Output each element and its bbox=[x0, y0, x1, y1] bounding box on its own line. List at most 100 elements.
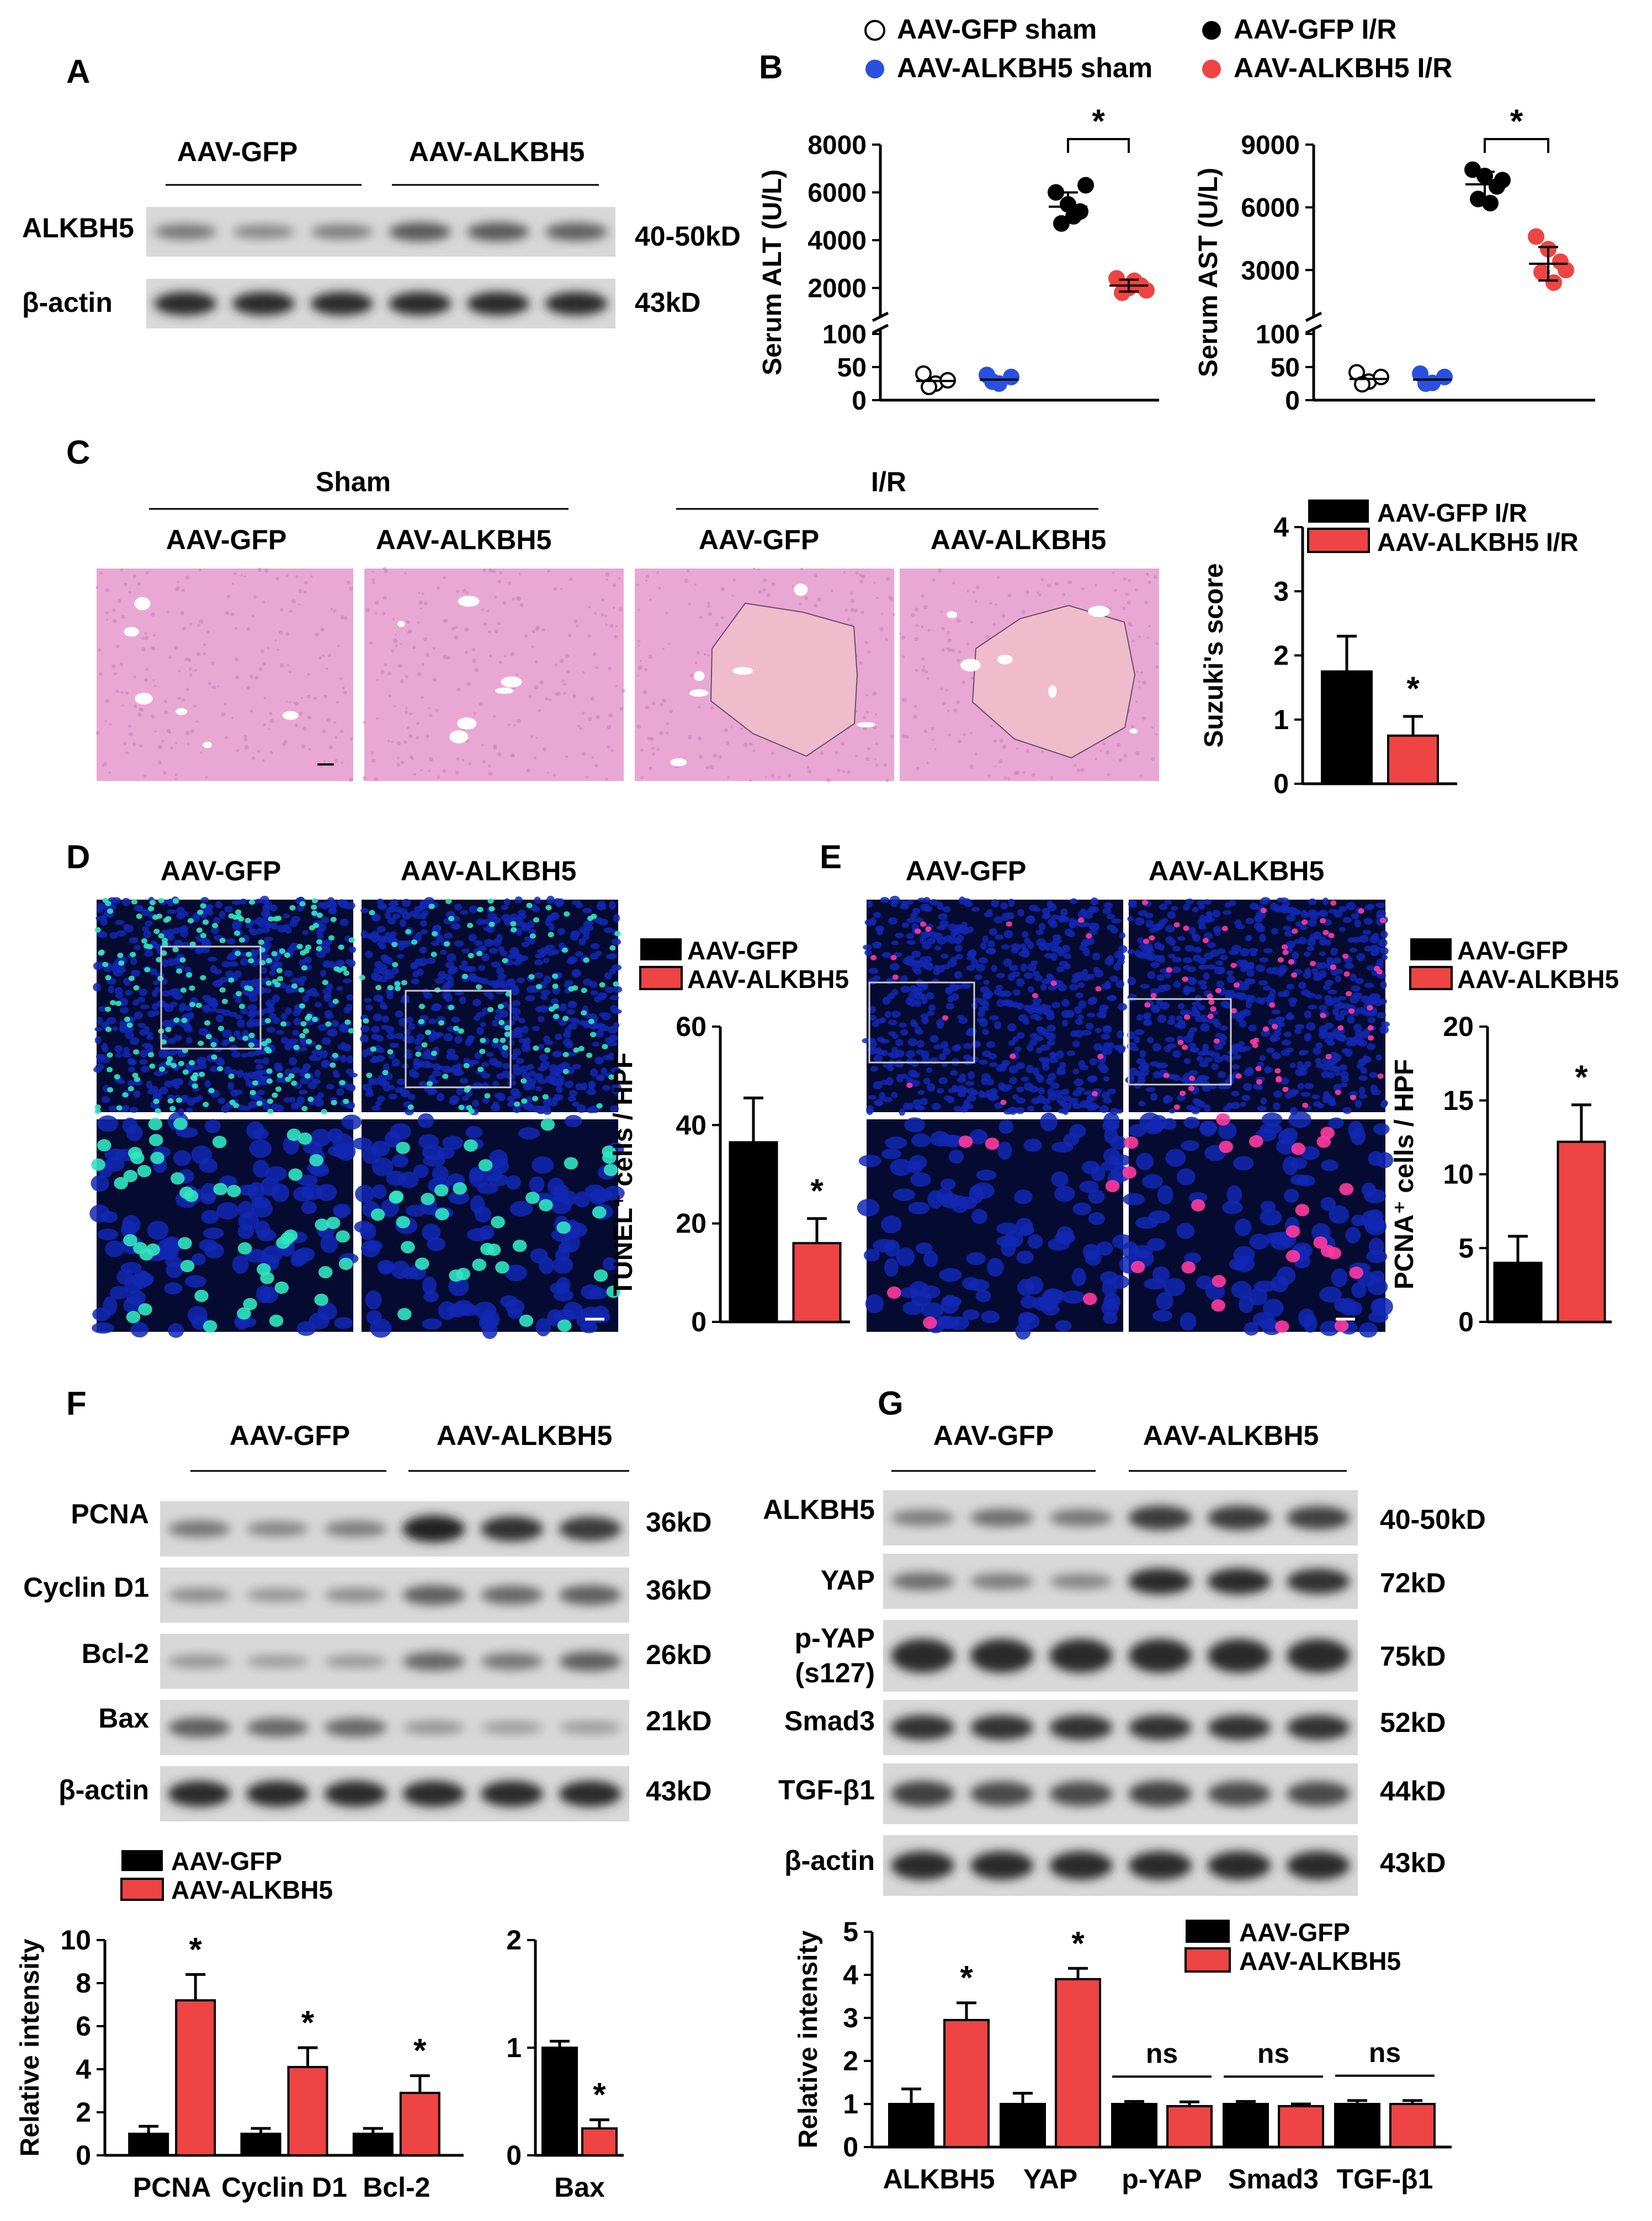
blot-band bbox=[1287, 1639, 1350, 1673]
legend: AAV-GFP AAV-ALKBH5 bbox=[1409, 936, 1619, 993]
svg-text:AAV-GFP: AAV-GFP bbox=[1457, 936, 1568, 965]
svg-text:AAV-ALKBH5: AAV-ALKBH5 bbox=[1457, 965, 1619, 993]
vessel bbox=[124, 626, 139, 637]
blot-band bbox=[168, 1587, 231, 1603]
bar bbox=[1493, 1262, 1543, 1323]
blot-label: (s127) bbox=[795, 1657, 875, 1688]
panel-label-C: C bbox=[66, 434, 90, 471]
zoom-box bbox=[1128, 998, 1232, 1086]
blot-band bbox=[1287, 1715, 1350, 1740]
bar bbox=[888, 2103, 934, 2148]
y-tick-label: 3000 bbox=[1241, 256, 1300, 285]
blot-band bbox=[545, 291, 608, 316]
svg-text:AAV-ALKBH5: AAV-ALKBH5 bbox=[401, 856, 577, 886]
necrotic-area bbox=[710, 602, 858, 757]
blot-strip bbox=[883, 1763, 1358, 1824]
blot-label: β-actin bbox=[59, 1774, 149, 1805]
vessel bbox=[732, 667, 753, 675]
legend-entry: AAV-ALKBH5 I/R bbox=[1234, 52, 1452, 83]
bar bbox=[1334, 2103, 1380, 2148]
svg-text:AAV-ALKBH5: AAV-ALKBH5 bbox=[376, 524, 552, 555]
significance-label: * bbox=[1406, 670, 1420, 707]
data-point bbox=[1373, 369, 1389, 385]
legend-swatch-gfp bbox=[1308, 500, 1369, 523]
blot-band bbox=[154, 291, 217, 316]
bar bbox=[399, 2091, 440, 2156]
blot-band bbox=[1287, 1506, 1350, 1530]
legend: AAV-GFP I/R AAV-ALKBH5 I/R bbox=[1307, 498, 1579, 556]
blot-band bbox=[559, 1721, 622, 1734]
svg-text:AAV-GFP: AAV-GFP bbox=[161, 856, 281, 886]
blot-band bbox=[970, 1573, 1034, 1590]
kd-label: 26kD bbox=[646, 1639, 712, 1670]
bar bbox=[581, 2127, 618, 2156]
svg-text:AAV-GFP: AAV-GFP bbox=[687, 936, 798, 965]
blot-band bbox=[402, 1651, 465, 1671]
legend-swatch-gfp bbox=[1186, 1920, 1230, 1943]
bar bbox=[175, 1999, 216, 2156]
y-tick-label: 4 bbox=[843, 1959, 858, 1990]
legend: AAV-GFP sham AAV-GFP I/R AAV-ALKBH5 sham… bbox=[864, 14, 1452, 83]
svg-text:AAV-ALKBH5: AAV-ALKBH5 bbox=[437, 1420, 613, 1451]
sham-label: Sham bbox=[316, 466, 391, 497]
blot-band bbox=[970, 1508, 1034, 1527]
blot-band bbox=[1207, 1639, 1271, 1673]
significance-label: ns bbox=[1369, 2037, 1401, 2068]
y-axis-label: Serum AST (U/L) bbox=[1194, 168, 1223, 378]
blot-band bbox=[891, 1851, 954, 1880]
legend-swatch-alkbh5 bbox=[120, 1878, 164, 1901]
bar bbox=[1321, 670, 1373, 785]
chart-f-relative-intensity: 0 2 4 6 8 10 Relative intensity * PCNA * Cyclin D1… bbox=[15, 1925, 464, 2203]
blot-strip bbox=[160, 1766, 629, 1821]
legend-swatch-gfp bbox=[121, 1850, 163, 1871]
blot-band bbox=[324, 1521, 387, 1537]
svg-text:AAV-GFP: AAV-GFP bbox=[1239, 1918, 1350, 1947]
bar bbox=[352, 2133, 394, 2156]
vessel bbox=[501, 676, 522, 688]
blot-strip bbox=[160, 1501, 629, 1556]
kd-label: 40-50kD bbox=[1380, 1504, 1486, 1535]
blot-band bbox=[232, 291, 295, 316]
svg-text:AAV-ALKBH5: AAV-ALKBH5 bbox=[1239, 1947, 1401, 1975]
y-tick-label: 2000 bbox=[808, 274, 867, 304]
panel-d: AAV-GFP AAV-ALKBH5 AAV-GFP AAV-ALKBH5 0 2… bbox=[89, 856, 850, 1339]
data-point bbox=[1528, 228, 1544, 245]
vessel bbox=[495, 687, 514, 694]
y-tick-label: 9000 bbox=[1241, 131, 1300, 160]
significance-label: * bbox=[960, 1959, 973, 1996]
legend-marker-open bbox=[864, 20, 885, 41]
panel-g: AAV-GFP AAV-ALKBH5 ALKBH5 YAP p-YAP (s12… bbox=[763, 1420, 1486, 2195]
blot-label: PCNA bbox=[71, 1499, 149, 1529]
y-tick-label: 2 bbox=[76, 2097, 91, 2128]
blot-band bbox=[168, 1654, 231, 1669]
blot-band bbox=[1287, 1851, 1350, 1880]
y-tick-label: 0 bbox=[852, 386, 867, 416]
blot-label: ALKBH5 bbox=[22, 212, 134, 243]
significance-bracket bbox=[1484, 138, 1549, 153]
y-axis-label: Serum ALT (U/L) bbox=[758, 169, 787, 375]
blot-strip bbox=[883, 1620, 1358, 1692]
data-point bbox=[1436, 369, 1453, 385]
legend-marker-red bbox=[1202, 60, 1221, 78]
blot-band bbox=[389, 222, 451, 241]
y-tick-label: 20 bbox=[1443, 1011, 1474, 1042]
blot-band bbox=[559, 1517, 622, 1541]
axis-break bbox=[872, 311, 889, 322]
blot-band bbox=[466, 222, 530, 241]
y-tick-label: 50 bbox=[1271, 353, 1300, 382]
blot-band bbox=[310, 291, 373, 316]
vessel bbox=[947, 610, 957, 619]
blot-band bbox=[402, 1720, 465, 1735]
bar bbox=[1387, 734, 1439, 785]
data-point bbox=[1138, 282, 1155, 299]
blot-band bbox=[1049, 1781, 1113, 1806]
blot-band bbox=[1128, 1715, 1192, 1740]
y-tick-label: 10 bbox=[60, 1925, 91, 1956]
y-tick-label: 2 bbox=[1273, 640, 1289, 671]
blot-band bbox=[1128, 1506, 1192, 1530]
blot-band bbox=[402, 1515, 465, 1543]
chart-suzuki: 0 1 2 3 4 Suzuki's score * bbox=[1199, 512, 1457, 799]
bar bbox=[1166, 2105, 1213, 2148]
blot-strip bbox=[883, 1490, 1358, 1545]
bar bbox=[1557, 1140, 1606, 1323]
